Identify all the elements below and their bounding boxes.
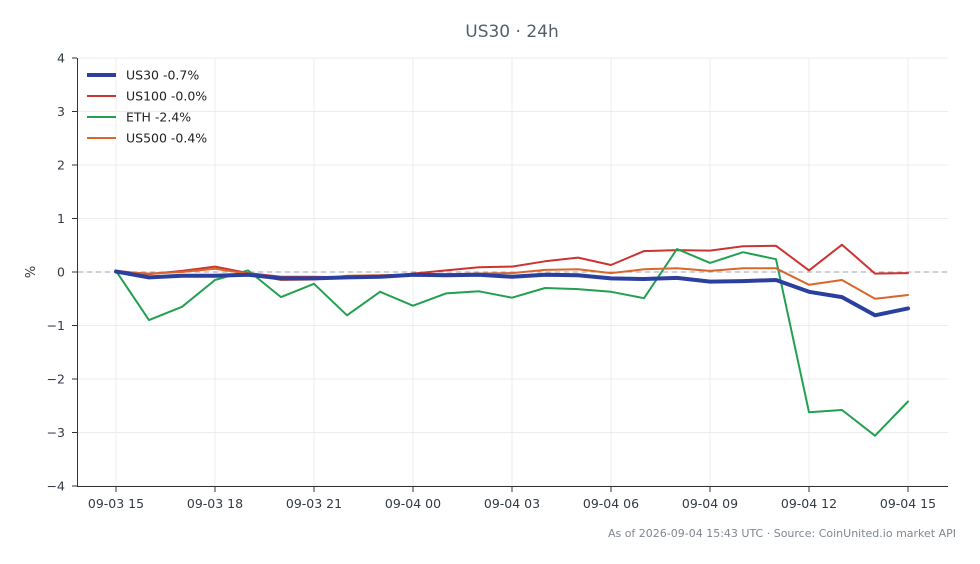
series-line	[115, 248, 909, 437]
x-tick-label: 09-03 18	[187, 496, 243, 511]
x-tick-label: 09-04 15	[880, 496, 936, 511]
series-layer	[114, 243, 910, 437]
y-tick-label: 2	[57, 158, 65, 173]
y-tick-label: 0	[57, 265, 65, 280]
x-tick-label: 09-04 00	[385, 496, 441, 511]
y-tick-label: 3	[57, 104, 65, 119]
y-tick-label: −4	[47, 479, 65, 494]
y-tick-label: 4	[57, 51, 65, 66]
y-tick-label: −1	[47, 318, 65, 333]
legend-label: US100 -0.0%	[126, 89, 207, 104]
x-tick-label: 09-03 15	[88, 496, 144, 511]
y-tick-label: −2	[47, 372, 65, 387]
chart-title: US30 · 24h	[465, 22, 558, 42]
legend: US30 -0.7% US100 -0.0% ETH -2.4% US500 -0.4…	[87, 68, 207, 146]
y-tick-label: 1	[57, 211, 65, 226]
y-axis-label: %	[24, 266, 39, 278]
y-tick-label: −3	[47, 425, 65, 440]
x-ticks: 09-03 15 09-03 18 09-03 21 09-04 00 09-04 03…	[88, 487, 936, 511]
x-tick-label: 09-04 12	[781, 496, 837, 511]
legend-label: US500 -0.4%	[126, 131, 207, 146]
series-line	[114, 269, 910, 318]
footer-note: As of 2026-09-04 15:43 UTC · Source: Coi…	[608, 527, 956, 540]
x-tick-label: 09-04 06	[583, 496, 639, 511]
x-tick-label: 09-04 03	[484, 496, 540, 511]
legend-label: US30 -0.7%	[126, 68, 199, 83]
x-tick-label: 09-04 09	[682, 496, 738, 511]
legend-label: ETH -2.4%	[126, 110, 191, 125]
x-tick-label: 09-03 21	[286, 496, 342, 511]
y-ticks: 4 3 2 1 0 −1 −2 −3 −4	[47, 51, 77, 494]
